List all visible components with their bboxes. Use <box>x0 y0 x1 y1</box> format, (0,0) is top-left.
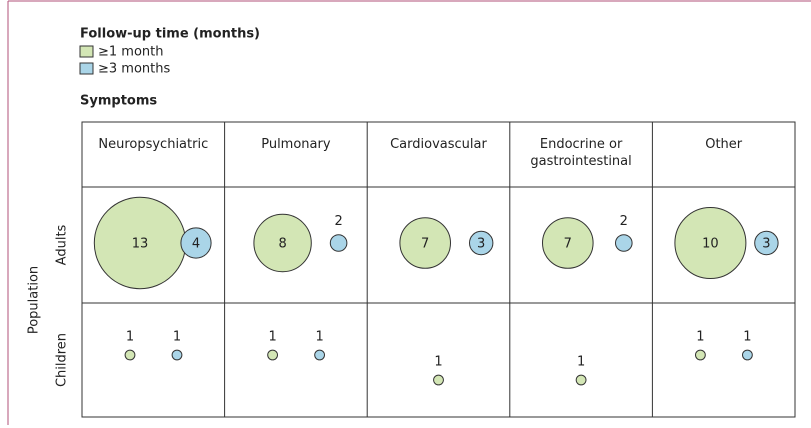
legend-title: Follow-up time (months) <box>80 27 260 42</box>
bubble-label: 1 <box>434 355 442 370</box>
row-label: Adults <box>55 224 70 265</box>
legend-label: ≥3 months <box>98 62 170 77</box>
bubble-label: 13 <box>132 237 149 252</box>
column-header-box: Cardiovascular <box>390 137 487 152</box>
bubble-label: 3 <box>762 237 770 252</box>
bubble <box>124 349 136 361</box>
row-label: Children <box>55 333 70 387</box>
column-header: Pulmonary <box>261 137 331 152</box>
column-header: Endocrine or gastrointestinal <box>530 137 632 169</box>
column-header: Neuropsychiatric <box>98 137 209 152</box>
bubble-label: 1 <box>268 330 276 345</box>
legend-swatch <box>79 62 94 75</box>
bubble-label: 1 <box>743 330 751 345</box>
column-header-box: Endocrine or gastrointestinal <box>530 137 632 169</box>
bubble-label: 8 <box>278 237 286 252</box>
bubble-label: 2 <box>334 214 342 229</box>
bubble <box>695 349 706 361</box>
bubble <box>575 374 587 386</box>
bubble <box>433 374 444 386</box>
bubble-label: 1 <box>577 355 585 370</box>
bubble <box>267 349 279 361</box>
bubble-label: 7 <box>564 237 572 252</box>
column-header-box: Pulmonary <box>261 137 331 152</box>
bubble-label: 1 <box>315 330 323 345</box>
bubble <box>742 349 753 361</box>
y-axis-label: Population <box>27 266 42 334</box>
table-border <box>81 121 796 418</box>
bubble-label: 4 <box>192 237 200 252</box>
bubble <box>180 227 212 259</box>
bubble-label: 1 <box>126 330 134 345</box>
bubble <box>399 217 452 269</box>
column-header: Cardiovascular <box>390 137 487 152</box>
x-axis-label: Symptoms <box>80 94 157 109</box>
bubble-label: 3 <box>477 237 485 252</box>
bubble <box>314 349 326 361</box>
column-header-box: Other <box>705 137 743 152</box>
column-header: Other <box>705 137 743 152</box>
bubble <box>171 349 183 361</box>
bubble <box>754 230 779 256</box>
bubble-label: 1 <box>696 330 704 345</box>
bubble-label: 1 <box>173 330 181 345</box>
bubble <box>542 217 594 269</box>
bubble-label: 2 <box>620 214 628 229</box>
bubble-label: 7 <box>421 237 429 252</box>
column-header-box: Neuropsychiatric <box>98 137 209 152</box>
bubble-label: 10 <box>702 237 719 252</box>
legend-swatch <box>79 45 94 58</box>
bubble <box>674 207 747 279</box>
legend-label: ≥1 month <box>98 45 164 60</box>
bubble <box>253 213 312 273</box>
bubble <box>329 234 348 252</box>
bubble <box>469 230 494 256</box>
bubble <box>615 234 633 252</box>
